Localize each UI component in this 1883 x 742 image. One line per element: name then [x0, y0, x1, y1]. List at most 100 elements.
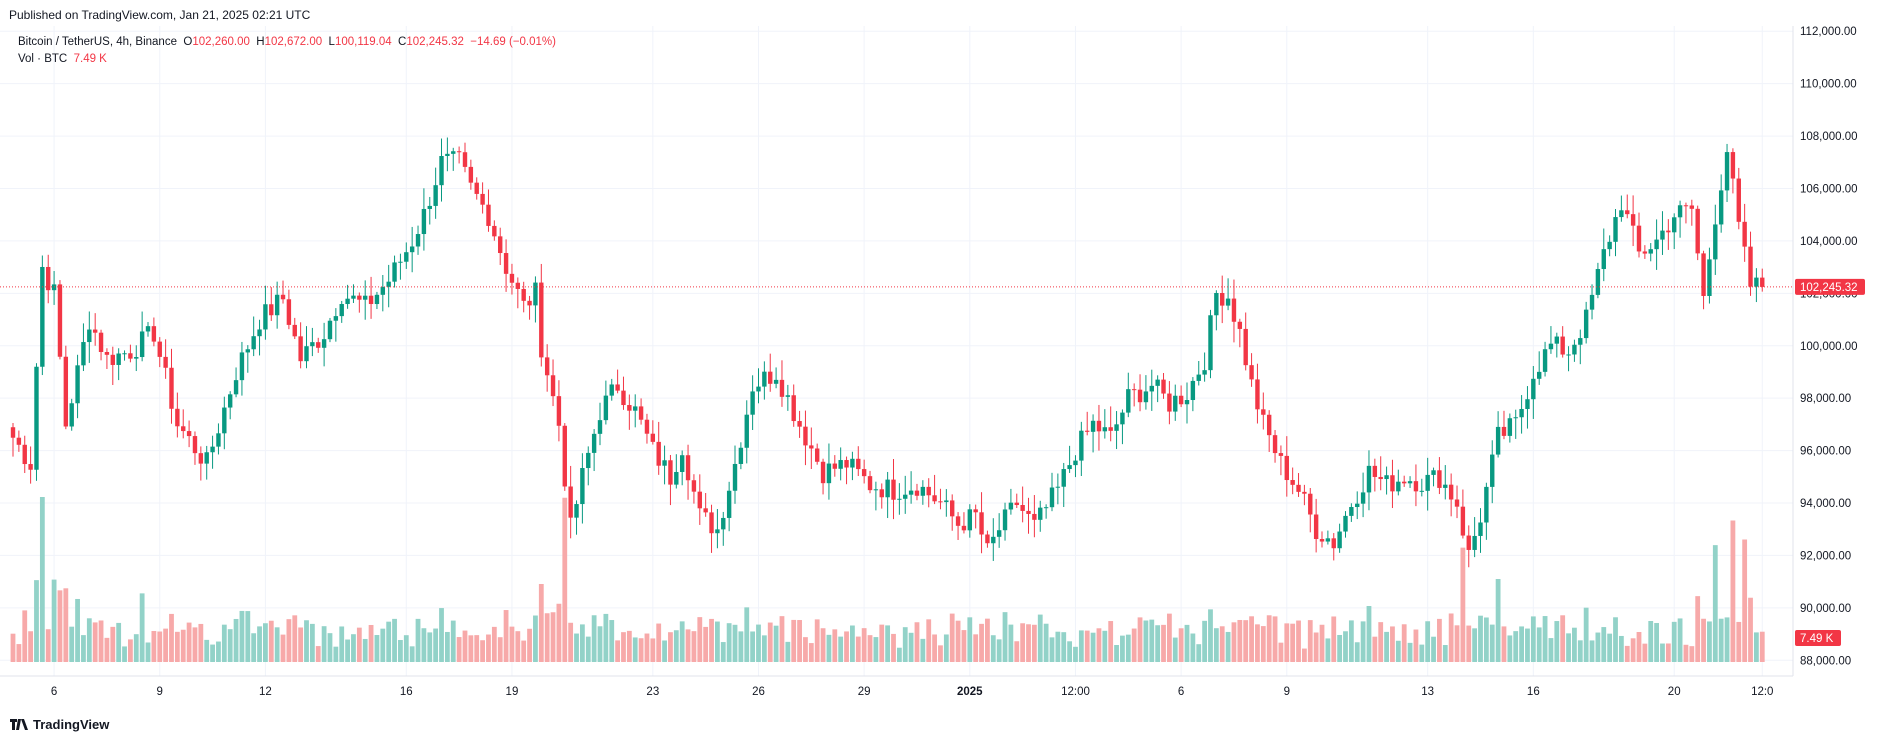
volume-bar — [1437, 618, 1442, 662]
volume-bar — [538, 583, 544, 662]
candle-body — [1760, 277, 1765, 287]
candle-body — [1478, 522, 1483, 536]
candle-body — [908, 490, 914, 495]
volume-bar — [292, 615, 298, 662]
candle-body — [533, 282, 538, 306]
candle-body — [738, 447, 744, 464]
volume-bar — [415, 618, 421, 662]
volume-bar — [1172, 637, 1178, 662]
volume-bar — [309, 623, 315, 662]
candle-body — [1202, 370, 1207, 375]
candle-body — [697, 491, 702, 509]
volume-bar — [1395, 640, 1401, 662]
candle-body — [1495, 426, 1501, 455]
candle-body — [1249, 365, 1254, 380]
volume-bar — [867, 635, 873, 662]
volume-bar — [1137, 617, 1143, 662]
volume-bar — [198, 623, 204, 662]
volume-bar — [304, 620, 309, 662]
candle-body — [1225, 298, 1231, 306]
candle-body — [750, 391, 755, 415]
candle-body — [345, 298, 350, 305]
volume-bar — [1078, 630, 1084, 662]
candle-body — [1325, 538, 1331, 542]
candle-body — [914, 490, 920, 496]
volume-bar — [98, 620, 104, 662]
candle-body — [1208, 315, 1213, 371]
candle-body — [151, 326, 157, 342]
volume-bar — [1753, 632, 1759, 662]
close-key: C — [398, 36, 407, 48]
volume-bar — [1319, 624, 1325, 662]
high-value: 102,672.00 — [264, 36, 323, 48]
candle-body — [615, 384, 620, 391]
volume-bar — [1084, 630, 1090, 662]
candle-body — [239, 352, 245, 381]
volume-bar — [756, 624, 761, 662]
volume-bar — [996, 639, 1002, 662]
volume-bar — [850, 625, 855, 662]
candle-body — [304, 346, 309, 362]
volume-bar — [1213, 628, 1219, 662]
candle-body — [69, 403, 74, 427]
volume-bar — [1560, 615, 1566, 662]
volume-bar — [22, 610, 28, 662]
volume-bar — [1178, 628, 1184, 662]
volume-bar — [1067, 641, 1072, 662]
volume-bar — [368, 624, 374, 662]
candle-body — [1519, 408, 1524, 418]
volume-bar — [703, 626, 709, 662]
volume-bar — [1037, 614, 1043, 662]
volume-bar — [1542, 616, 1548, 662]
volume-bar — [192, 627, 198, 662]
candle-body — [1196, 374, 1201, 381]
volume-value: 7.49 K — [73, 53, 107, 65]
close-value: 102,245.32 — [406, 36, 464, 48]
candle-body — [1231, 298, 1237, 322]
candle-body — [1513, 417, 1518, 419]
volume-bar — [1583, 607, 1589, 662]
volume-bar — [339, 626, 345, 662]
candle-body — [10, 427, 16, 438]
ohlc-line: Bitcoin / TetherUS, 4h, Binance O102,260… — [18, 34, 556, 51]
candle-body — [339, 304, 344, 317]
candle-body — [1319, 539, 1325, 542]
volume-bar — [392, 618, 397, 662]
candle-body — [380, 286, 386, 295]
volume-bar — [990, 635, 996, 662]
volume-bar — [691, 631, 697, 662]
price-tick-label: 100,000.00 — [1800, 341, 1858, 353]
volume-bar — [632, 637, 638, 662]
volume-bar — [761, 635, 767, 662]
candle-body — [456, 151, 462, 153]
tradingview-brand[interactable]: TradingView — [10, 717, 109, 732]
volume-bar — [1507, 635, 1513, 662]
candle-body — [562, 425, 567, 487]
volume-bar — [820, 628, 826, 662]
candle-body — [292, 324, 297, 337]
volume-label[interactable]: Vol · BTC — [18, 53, 68, 65]
price-tick-label: 106,000.00 — [1800, 184, 1858, 196]
candle-body — [897, 498, 902, 500]
volume-bar — [644, 633, 650, 662]
candle-body — [1137, 389, 1143, 403]
candle-body — [40, 266, 45, 367]
time-tick-label: 13 — [1421, 686, 1434, 698]
volume-bar — [345, 639, 350, 662]
candle-body — [650, 433, 656, 442]
candle-body — [227, 394, 233, 408]
candle-body — [1360, 492, 1366, 504]
volume-bar — [1296, 620, 1301, 662]
volume-bar — [1407, 642, 1413, 662]
candle-body — [1313, 514, 1319, 540]
volume-bar — [896, 647, 902, 662]
candle-body — [1173, 395, 1178, 412]
volume-bar — [356, 627, 362, 662]
symbol-label[interactable]: Bitcoin / TetherUS, 4h, Binance — [18, 36, 177, 48]
candlestick-chart[interactable]: 88,000.00 90,000.00 92,000.00 94,000.00 96,0… — [0, 26, 1883, 711]
candle-body — [433, 185, 438, 206]
candle-body — [1343, 515, 1348, 532]
volume-bar — [943, 634, 949, 662]
chart-container[interactable]: 88,000.00 90,000.00 92,000.00 94,000.00 96,0… — [0, 26, 1883, 711]
volume-bar — [1202, 620, 1208, 662]
